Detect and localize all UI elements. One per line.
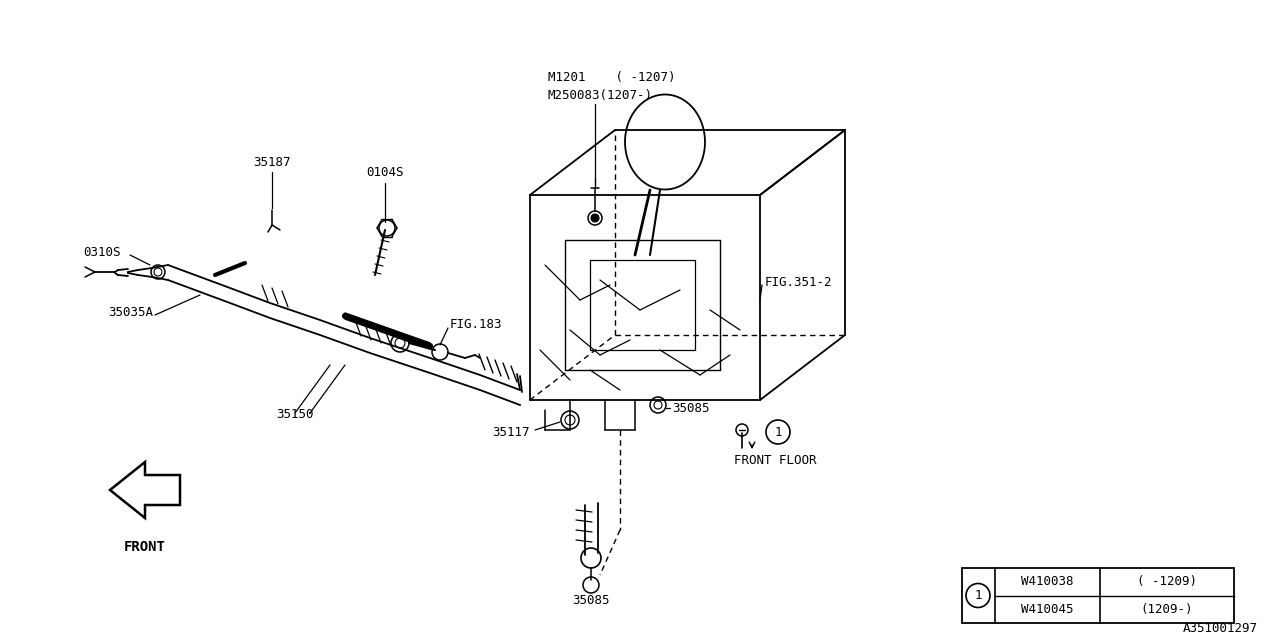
Text: W410038: W410038 bbox=[1020, 575, 1073, 588]
Text: 35085: 35085 bbox=[672, 401, 709, 415]
Text: 35117: 35117 bbox=[493, 426, 530, 438]
Text: FIG.351-2: FIG.351-2 bbox=[765, 275, 832, 289]
Text: 0310S: 0310S bbox=[83, 246, 120, 259]
Text: 0104S: 0104S bbox=[366, 166, 403, 179]
Text: 1: 1 bbox=[974, 589, 982, 602]
Text: 1: 1 bbox=[774, 426, 782, 438]
Circle shape bbox=[591, 214, 599, 222]
Text: 35035A: 35035A bbox=[108, 305, 154, 319]
Text: M1201    ( -1207): M1201 ( -1207) bbox=[548, 72, 676, 84]
Text: (1209-): (1209-) bbox=[1140, 603, 1193, 616]
Circle shape bbox=[654, 401, 662, 409]
Text: W410045: W410045 bbox=[1020, 603, 1073, 616]
Text: FIG.183: FIG.183 bbox=[451, 319, 503, 332]
Text: 35187: 35187 bbox=[253, 156, 291, 168]
Text: 35085: 35085 bbox=[572, 593, 609, 607]
Text: A351001297: A351001297 bbox=[1183, 621, 1258, 634]
Text: 35150: 35150 bbox=[276, 408, 314, 422]
Circle shape bbox=[564, 415, 575, 425]
Text: FRONT FLOOR: FRONT FLOOR bbox=[733, 454, 817, 467]
Text: FRONT: FRONT bbox=[124, 540, 166, 554]
Bar bbox=[963, 568, 1234, 623]
Text: M250083(1207-): M250083(1207-) bbox=[548, 90, 653, 102]
Text: ( -1209): ( -1209) bbox=[1137, 575, 1197, 588]
